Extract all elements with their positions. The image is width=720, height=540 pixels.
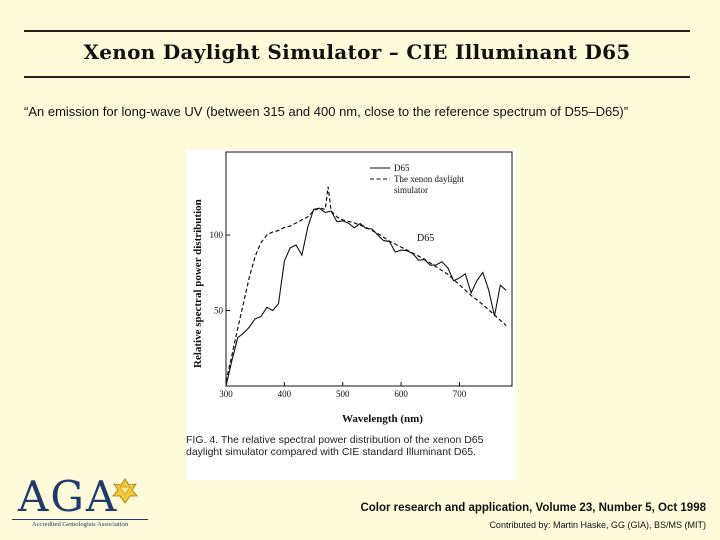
x-tick-label: 500 [336,389,350,399]
slide-quote: “An emission for long-wave UV (between 3… [24,104,629,119]
d65-series-line [225,207,507,387]
figure-panel: 300 400 500 600 700 50 100 D65 The xenon daylig… [186,150,516,480]
logo-wordmark: AGA [18,472,119,521]
x-axis-label: Wavelength (nm) [342,413,423,425]
d65-annotation: D65 [417,233,434,244]
gem-icon [112,478,138,504]
citation: Color research and application, Volume 2… [360,502,706,514]
x-tick-label: 700 [453,389,467,399]
aga-logo: AGA Accredited Gemologists Association [8,472,148,532]
legend-label: D65 [394,163,410,173]
x-tick-label: 300 [219,389,233,399]
legend-label-cont: simulator [394,185,428,195]
title-bottom-rule [24,76,690,78]
slide-title: Xenon Daylight Simulator – CIE Illuminan… [83,40,631,64]
contributor-credit: Contributed by: Martin Haske, GG (GIA), … [489,520,706,530]
logo-subtitle: Accredited Gemologists Association [12,519,148,528]
y-tick-label: 50 [214,306,224,316]
legend-label: The xenon daylight [394,174,464,184]
xenon-series-line [225,186,507,382]
x-tick-label: 400 [278,389,292,399]
y-axis-label: Relative spectral power distribution [192,199,204,368]
y-tick-label: 100 [210,230,224,240]
plot-frame [225,151,513,387]
figure-caption: FIG. 4. The relative spectral power dist… [186,434,484,458]
x-tick-label: 600 [394,389,408,399]
title-top-rule [24,30,690,32]
